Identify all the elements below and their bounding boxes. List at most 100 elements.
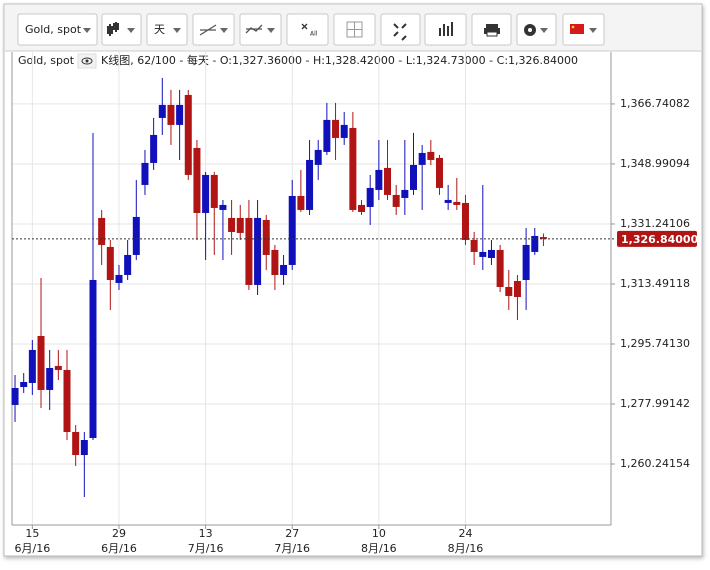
candle-body — [80, 440, 88, 456]
x-tick-month: 6月/16 — [101, 542, 137, 555]
symbol-dropdown[interactable]: Gold, spot — [17, 13, 98, 46]
layout-button[interactable] — [333, 13, 376, 46]
x-tick-label: 29 — [112, 527, 126, 540]
candle-body — [54, 365, 62, 370]
candle-body — [46, 367, 54, 390]
candle-body — [150, 134, 158, 163]
candle-body — [37, 335, 45, 390]
candle-body — [496, 249, 504, 287]
x-tick-month: 7月/16 — [188, 542, 224, 555]
candle-body — [20, 381, 28, 387]
x-tick-label: 24 — [458, 527, 472, 540]
candle-body — [63, 369, 71, 432]
visibility-toggle[interactable] — [77, 53, 97, 69]
candle-body — [539, 237, 547, 239]
candle-body — [202, 174, 210, 213]
candle-body — [115, 274, 123, 283]
candle-body — [28, 349, 36, 383]
y-tick-label: 1,313.49118 — [620, 277, 690, 290]
candle-body — [184, 94, 192, 175]
candle-body — [106, 246, 114, 280]
period-dropdown[interactable]: 天 — [146, 13, 188, 46]
candle-body — [236, 217, 244, 233]
x-tick-month: 8月/16 — [361, 542, 397, 555]
candle-body — [461, 202, 469, 240]
candle-body — [193, 147, 201, 213]
candle-body — [210, 174, 218, 208]
candle-body — [453, 201, 461, 205]
candle-body — [167, 104, 175, 125]
y-tick-label: 1,277.99142 — [620, 397, 690, 410]
candle-body — [531, 235, 539, 252]
candle-body — [219, 204, 227, 210]
candle-body — [358, 204, 366, 212]
candle-body — [409, 164, 417, 190]
candle-body — [513, 280, 521, 297]
candle-body — [444, 199, 452, 203]
candle-body — [176, 104, 184, 125]
candle-body — [254, 217, 262, 285]
symbol-text: Gold, spot — [25, 23, 82, 36]
plot: 1,260.24154 1,277.99142 1,295.74130 1,313.4… — [11, 52, 699, 555]
candle-body — [505, 286, 513, 296]
candle-body — [245, 217, 253, 285]
candle-body — [271, 249, 279, 275]
y-tick-label: 1,366.74082 — [620, 97, 690, 110]
candle-body — [522, 244, 530, 280]
x-tick-label: 27 — [285, 527, 299, 540]
candle-body — [262, 219, 270, 255]
candle-body — [349, 127, 357, 210]
info-text: K线图, 62/100 - 每天 - O:1,327.36000 - H:1,3… — [101, 53, 578, 67]
x-tick-label: 15 — [25, 527, 39, 540]
card — [3, 3, 703, 557]
candle-body — [427, 151, 435, 160]
candle-body — [487, 249, 495, 258]
candle-body — [297, 195, 305, 210]
fullscreen-button[interactable] — [380, 13, 421, 46]
auto-scale-button[interactable]: All — [286, 13, 329, 46]
candle-body — [384, 167, 392, 195]
candle-body — [340, 124, 348, 138]
x-tick-month: 7月/16 — [274, 542, 310, 555]
y-tick-label: 1,348.99094 — [620, 157, 690, 170]
candle-body — [332, 119, 340, 138]
candle-body — [228, 217, 236, 232]
candle-body — [89, 279, 97, 439]
last-price-label: 1,326.84000 — [621, 233, 699, 246]
indicator-button[interactable] — [239, 13, 282, 46]
x-tick-label: 10 — [372, 527, 386, 540]
y-tick-label: 1,260.24154 — [620, 457, 690, 470]
candle-body — [11, 387, 19, 405]
candle-body — [306, 159, 314, 210]
period-text: 天 — [154, 23, 165, 36]
candle-body — [401, 189, 409, 198]
candle-body — [72, 431, 80, 456]
draw-line-button[interactable] — [192, 13, 235, 46]
x-tick-label: 13 — [199, 527, 213, 540]
settings-button[interactable] — [516, 13, 557, 46]
candle-body — [158, 104, 166, 118]
x-tick-month: 6月/16 — [15, 542, 51, 555]
chart-type-button[interactable] — [101, 13, 142, 46]
candle-body — [141, 162, 149, 185]
candle-body — [418, 152, 426, 165]
candle-body — [280, 264, 288, 275]
y-tick-label: 1,331.24106 — [620, 217, 690, 230]
y-tick-label: 1,295.74130 — [620, 337, 690, 350]
candle-body — [288, 195, 296, 265]
candle-body — [435, 157, 443, 188]
language-button[interactable] — [562, 13, 605, 46]
candle-body — [132, 216, 140, 255]
auto-scale-text: All — [310, 31, 318, 38]
info-symbol: Gold, spot — [18, 54, 75, 67]
candle-body — [470, 239, 478, 252]
x-tick-month: 8月/16 — [448, 542, 484, 555]
print-button[interactable] — [471, 13, 512, 46]
volume-button[interactable] — [424, 13, 467, 46]
last-price-box — [617, 230, 697, 247]
candle-body — [366, 187, 374, 207]
candle-body — [314, 149, 322, 165]
candle-body — [479, 251, 487, 257]
candle-body — [392, 194, 400, 207]
